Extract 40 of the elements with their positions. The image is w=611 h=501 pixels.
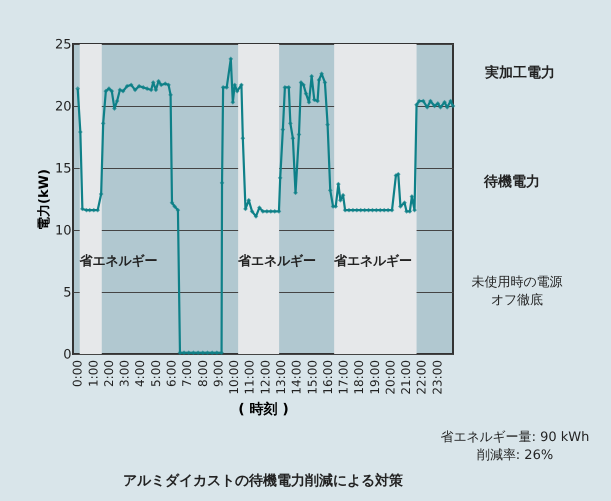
y-tick-label: 25 xyxy=(54,38,72,52)
x-tick-label: 11:00 xyxy=(242,360,257,395)
x-tick-label: 5:00 xyxy=(148,360,163,387)
x-tick-label: 0:00 xyxy=(70,360,85,387)
y-tick-label: 20 xyxy=(54,100,72,114)
x-tick-label: 20:00 xyxy=(383,360,398,395)
band-label: 省エネルギー xyxy=(333,254,412,269)
x-tick-label: 8:00 xyxy=(196,360,210,387)
y-tick-label: 15 xyxy=(54,162,72,176)
text: アルミダイカストの待機電力削減による対策 xyxy=(123,472,404,489)
band-label: 省エネルギー xyxy=(78,254,158,269)
band-label: 省エネルギー xyxy=(237,254,316,269)
x-tick-label: 4:00 xyxy=(133,360,148,387)
text: 実加工電力 xyxy=(485,64,555,81)
x-tick-label: 10:00 xyxy=(227,360,242,395)
x-tick-label: 7:00 xyxy=(180,360,194,387)
x-tick-label: 9:00 xyxy=(211,360,226,387)
x-tick-label: 21:00 xyxy=(399,360,414,395)
x-tick-label: 13:00 xyxy=(274,360,288,395)
x-axis-title: ( 時刻 ) xyxy=(238,400,289,418)
x-tick-label: 1:00 xyxy=(86,360,100,387)
x-tick-label: 23:00 xyxy=(430,360,444,395)
x-tick-label: 14:00 xyxy=(290,360,304,395)
text: 未使用時の電源オフ徹底 xyxy=(472,275,562,308)
x-tick-label: 6:00 xyxy=(164,360,179,387)
x-tick-label: 22:00 xyxy=(414,360,429,395)
y-tick-label: 10 xyxy=(54,224,72,238)
text: 省エネルギー量: 90 kWh 削減率: 26% xyxy=(440,430,590,463)
y-axis-title: 電力(kW) xyxy=(36,169,52,230)
text: 待機電力 xyxy=(483,174,540,190)
x-tick-label: 17:00 xyxy=(336,360,351,395)
y-tick-label: 0 xyxy=(63,348,72,362)
x-tick-label: 2:00 xyxy=(102,360,116,387)
x-tick-label: 15:00 xyxy=(305,360,320,395)
x-tick-label: 16:00 xyxy=(320,360,335,395)
y-tick-label: 5 xyxy=(63,286,72,300)
x-tick-label: 12:00 xyxy=(258,360,272,395)
x-tick-label: 19:00 xyxy=(368,360,382,395)
x-tick-label: 3:00 xyxy=(118,360,132,387)
x-tick-label: 18:00 xyxy=(352,360,366,395)
